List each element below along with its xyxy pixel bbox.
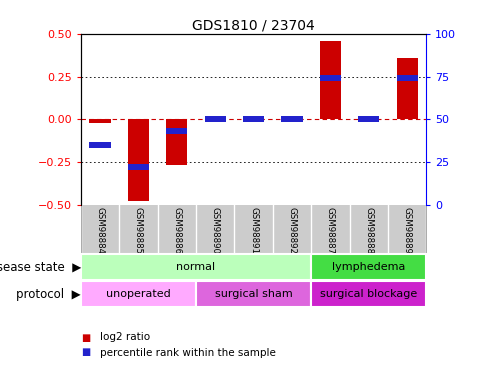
Text: log2 ratio: log2 ratio	[100, 333, 150, 342]
Text: GSM98886: GSM98886	[172, 207, 181, 254]
Bar	[281, 116, 302, 122]
Bar	[128, 164, 149, 170]
Text: GSM98891: GSM98891	[249, 207, 258, 254]
Bar	[81, 254, 311, 280]
Bar	[166, 119, 187, 165]
Bar	[311, 254, 426, 280]
Bar	[90, 119, 111, 123]
Bar	[128, 119, 149, 201]
Text: GSM98887: GSM98887	[326, 207, 335, 254]
Bar	[320, 40, 341, 119]
Text: GSM98888: GSM98888	[364, 207, 373, 254]
Text: percentile rank within the sample: percentile rank within the sample	[100, 348, 276, 357]
Bar	[396, 75, 417, 81]
Text: ■: ■	[81, 348, 90, 357]
Text: normal: normal	[176, 262, 216, 272]
Text: surgical blockage: surgical blockage	[320, 289, 417, 299]
Text: GSM98885: GSM98885	[134, 207, 143, 254]
Bar	[396, 58, 417, 119]
Text: GSM98890: GSM98890	[211, 207, 220, 254]
Bar	[358, 116, 379, 122]
Bar	[90, 142, 111, 148]
Bar	[243, 116, 264, 122]
Title: GDS1810 / 23704: GDS1810 / 23704	[192, 19, 315, 33]
Bar	[166, 128, 187, 134]
Bar	[320, 75, 341, 81]
Bar	[311, 281, 426, 307]
Text: ■: ■	[81, 333, 90, 342]
Text: GSM98889: GSM98889	[403, 207, 412, 254]
Text: lymphedema: lymphedema	[332, 262, 405, 272]
Text: unoperated: unoperated	[106, 289, 171, 299]
Text: surgical sham: surgical sham	[215, 289, 293, 299]
Text: disease state  ▶: disease state ▶	[0, 261, 81, 274]
Text: GSM98884: GSM98884	[96, 207, 104, 254]
Text: GSM98892: GSM98892	[288, 207, 296, 254]
Bar	[205, 116, 226, 122]
Bar	[196, 281, 311, 307]
Text: protocol  ▶: protocol ▶	[16, 288, 81, 300]
Bar	[81, 281, 196, 307]
